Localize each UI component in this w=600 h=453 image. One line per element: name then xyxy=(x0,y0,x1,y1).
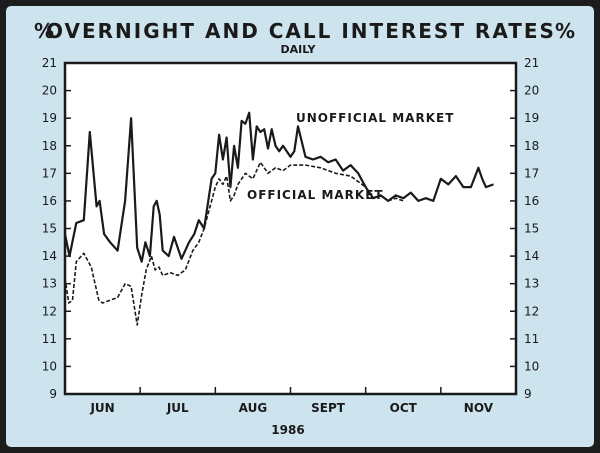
x-tick-label: OCT xyxy=(390,401,418,415)
y-tick-label-left: 15 xyxy=(42,222,57,236)
official-market-line xyxy=(64,161,404,326)
y-tick-label-left: 20 xyxy=(42,84,57,98)
y-tick-label-left: 9 xyxy=(49,387,57,401)
y-tick-label-left: 12 xyxy=(42,304,57,318)
chart-frame: % OVERNIGHT AND CALL INTEREST RATES % DA… xyxy=(6,6,594,447)
y-tick-label-left: 11 xyxy=(42,332,57,346)
unofficial-market-line xyxy=(63,111,494,263)
left-unit-label: % xyxy=(34,19,56,43)
unofficial-market-label: UNOFFICIAL MARKET xyxy=(296,111,454,125)
official-market-label: OFFICIAL MARKET xyxy=(247,188,384,202)
x-tick-label: SEPT xyxy=(311,401,346,415)
y-tick-label-left: 21 xyxy=(42,56,57,70)
y-tick-label-left: 16 xyxy=(42,194,57,208)
right-unit-label: % xyxy=(555,19,577,43)
x-axis-year-label: 1986 xyxy=(271,423,304,437)
x-tick-label: JUN xyxy=(89,401,114,415)
x-tick-label: AUG xyxy=(239,401,268,415)
y-tick-label-left: 13 xyxy=(42,277,57,291)
y-tick-label-right: 12 xyxy=(524,304,539,318)
y-tick-label-left: 19 xyxy=(42,111,57,125)
x-tick-label: JUL xyxy=(166,401,189,415)
y-tick-label-right: 14 xyxy=(524,249,539,263)
rates-chart: % OVERNIGHT AND CALL INTEREST RATES % DA… xyxy=(34,19,577,437)
y-tick-label-right: 10 xyxy=(524,359,539,373)
chart-subtitle: DAILY xyxy=(281,43,317,56)
y-tick-label-right: 16 xyxy=(524,194,539,208)
y-tick-label-right: 9 xyxy=(524,387,532,401)
y-tick-label-left: 17 xyxy=(42,166,57,180)
y-tick-label-right: 11 xyxy=(524,332,539,346)
series-lines xyxy=(63,111,494,326)
y-tick-label-right: 17 xyxy=(524,166,539,180)
x-axis: JUN JUL AUG SEPT OCT NOV xyxy=(64,387,517,415)
y-axes: 9 9 10 10 11 11 12 12 13 13 14 14 15 15 16 16 17 17 18 18 19… xyxy=(42,56,540,401)
y-tick-label-left: 14 xyxy=(42,249,57,263)
y-tick-label-right: 21 xyxy=(524,56,539,70)
y-tick-label-right: 19 xyxy=(524,111,539,125)
y-tick-label-right: 18 xyxy=(524,139,539,153)
chart-title: OVERNIGHT AND CALL INTEREST RATES xyxy=(46,19,556,43)
x-tick-label: NOV xyxy=(464,401,494,415)
y-tick-label-right: 13 xyxy=(524,277,539,291)
y-tick-label-left: 18 xyxy=(42,139,57,153)
y-tick-label-right: 20 xyxy=(524,84,539,98)
y-tick-label-right: 15 xyxy=(524,222,539,236)
y-tick-label-left: 10 xyxy=(42,359,57,373)
